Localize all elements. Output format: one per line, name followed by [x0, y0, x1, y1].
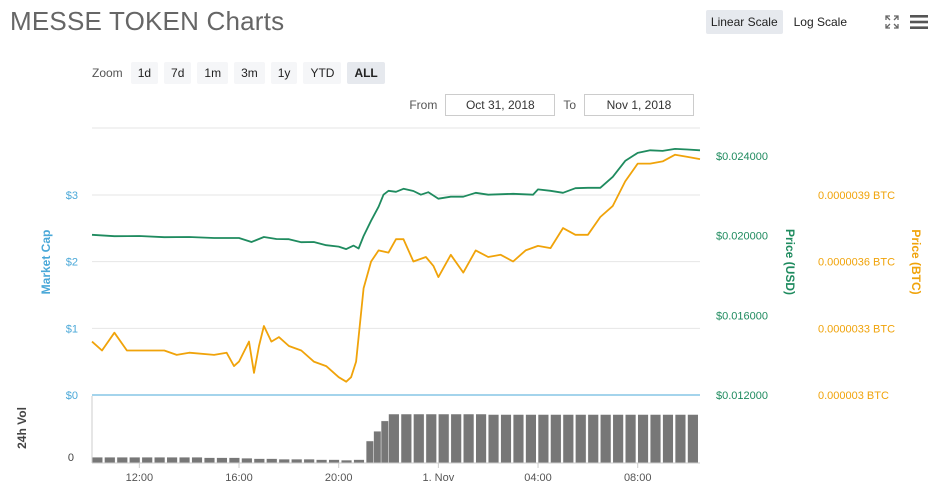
- btc-tick-label: 0.0000039 BTC: [818, 190, 895, 202]
- btc-tick-label: 0.0000033 BTC: [818, 323, 895, 335]
- zoom-label: Zoom: [92, 66, 123, 80]
- x-tick-label: 08:00: [624, 472, 652, 484]
- volume-bar: [438, 413, 450, 464]
- from-date-input[interactable]: Oct 31, 2018: [445, 94, 556, 116]
- x-tick-label: 20:00: [325, 472, 353, 484]
- usd-tick-label: $0.020000: [716, 231, 768, 243]
- volume-bar: [303, 458, 315, 464]
- volume-bar: [413, 413, 425, 464]
- volume-bar: [550, 414, 562, 464]
- to-date-input[interactable]: Nov 1, 2018: [584, 94, 694, 116]
- volume-bar: [537, 414, 549, 464]
- volume-bar: [525, 414, 537, 464]
- volume-bar: [575, 414, 587, 464]
- menu-icon[interactable]: [910, 13, 928, 31]
- volume-bar: [662, 414, 674, 464]
- x-tick-label: 04:00: [524, 472, 552, 484]
- volume-tick-label: 0: [68, 452, 74, 464]
- market-cap-axis-title: Market Cap: [39, 230, 53, 295]
- volume-bar: [328, 459, 340, 464]
- log-scale-button[interactable]: Log Scale: [793, 15, 847, 29]
- volume-axis-title: 24h Vol: [15, 407, 29, 449]
- volume-bar: [400, 413, 412, 464]
- volume-bar: [512, 414, 525, 464]
- volume-bar: [674, 414, 687, 464]
- x-tick-label: 1. Nov: [422, 472, 454, 484]
- usd-axis-title: Price (USD): [783, 229, 797, 295]
- volume-bar: [637, 414, 649, 464]
- volume-bar: [353, 459, 365, 464]
- volume-bar: [463, 413, 475, 464]
- volume-bar: [191, 456, 203, 464]
- scale-toggle: Linear Scale Log Scale: [705, 10, 852, 34]
- volume-bar: [91, 456, 103, 464]
- volume-bar: [154, 456, 166, 464]
- volume-bar: [475, 413, 487, 464]
- volume-bar: [373, 430, 385, 464]
- volume-bar: [253, 458, 265, 464]
- date-range: From Oct 31, 2018 To Nov 1, 2018: [409, 94, 702, 116]
- usd-tick-label: $0.024000: [716, 151, 768, 163]
- volume-bar: [203, 457, 216, 464]
- volume-bar: [291, 458, 303, 464]
- volume-bar: [228, 457, 240, 464]
- volume-bar: [624, 414, 637, 464]
- volume-bar: [365, 440, 378, 464]
- volume-bar: [587, 414, 599, 464]
- volume-bar: [612, 414, 624, 464]
- market-cap-tick-label: $2: [66, 257, 78, 269]
- zoom-7d-button[interactable]: 7d: [164, 62, 192, 84]
- volume-bar: [340, 459, 353, 464]
- market-cap-tick-label: $1: [66, 323, 78, 335]
- volume-bar: [178, 456, 191, 464]
- x-tick-label: 12:00: [126, 472, 154, 484]
- volume-bar: [129, 456, 141, 464]
- volume-bar: [500, 414, 512, 464]
- usd-tick-label: $0.016000: [716, 310, 768, 322]
- volume-bar: [141, 456, 153, 464]
- page-title: MESSE TOKEN Charts: [10, 6, 285, 36]
- volume-bar: [562, 414, 574, 464]
- zoom-3m-button[interactable]: 3m: [234, 62, 265, 84]
- volume-bar: [241, 457, 253, 464]
- volume-bar: [487, 414, 500, 464]
- volume-bar: [278, 458, 290, 464]
- btc-axis-title: Price (BTC): [909, 229, 923, 294]
- volume-bar: [450, 413, 462, 464]
- volume-bar: [425, 413, 437, 464]
- volume-bar: [266, 458, 278, 464]
- volume-bar: [687, 414, 699, 464]
- linear-scale-button[interactable]: Linear Scale: [705, 10, 783, 34]
- volume-bar: [166, 456, 178, 464]
- volume-bar: [116, 456, 128, 464]
- to-label: To: [563, 98, 576, 112]
- volume-bar: [388, 413, 400, 464]
- volume-bar: [316, 459, 328, 464]
- zoom-bar: Zoom 1d 7d 1m 3m 1y YTD ALL: [92, 62, 385, 84]
- x-tick-label: 16:00: [225, 472, 253, 484]
- from-label: From: [409, 98, 438, 112]
- zoom-1d-button[interactable]: 1d: [130, 62, 159, 84]
- market-cap-tick-label: $3: [66, 190, 78, 202]
- market-cap-tick-label: $0: [66, 390, 78, 402]
- zoom-ytd-button[interactable]: YTD: [303, 62, 342, 84]
- volume-bar: [600, 414, 612, 464]
- btc-price-line: [91, 153, 701, 383]
- volume-bar: [380, 420, 392, 464]
- zoom-1m-button[interactable]: 1m: [197, 62, 229, 84]
- usd-tick-label: $0.012000: [716, 390, 768, 402]
- zoom-all-button[interactable]: ALL: [347, 62, 385, 84]
- usd-price-line: [91, 148, 701, 250]
- btc-tick-label: 0.0000036 BTC: [818, 257, 895, 269]
- volume-bar: [216, 457, 228, 464]
- volume-bar: [104, 456, 116, 464]
- expand-icon[interactable]: [884, 14, 900, 30]
- volume-bar: [649, 414, 662, 464]
- zoom-1y-button[interactable]: 1y: [270, 62, 298, 84]
- btc-tick-label: 0.000003 BTC: [818, 390, 889, 402]
